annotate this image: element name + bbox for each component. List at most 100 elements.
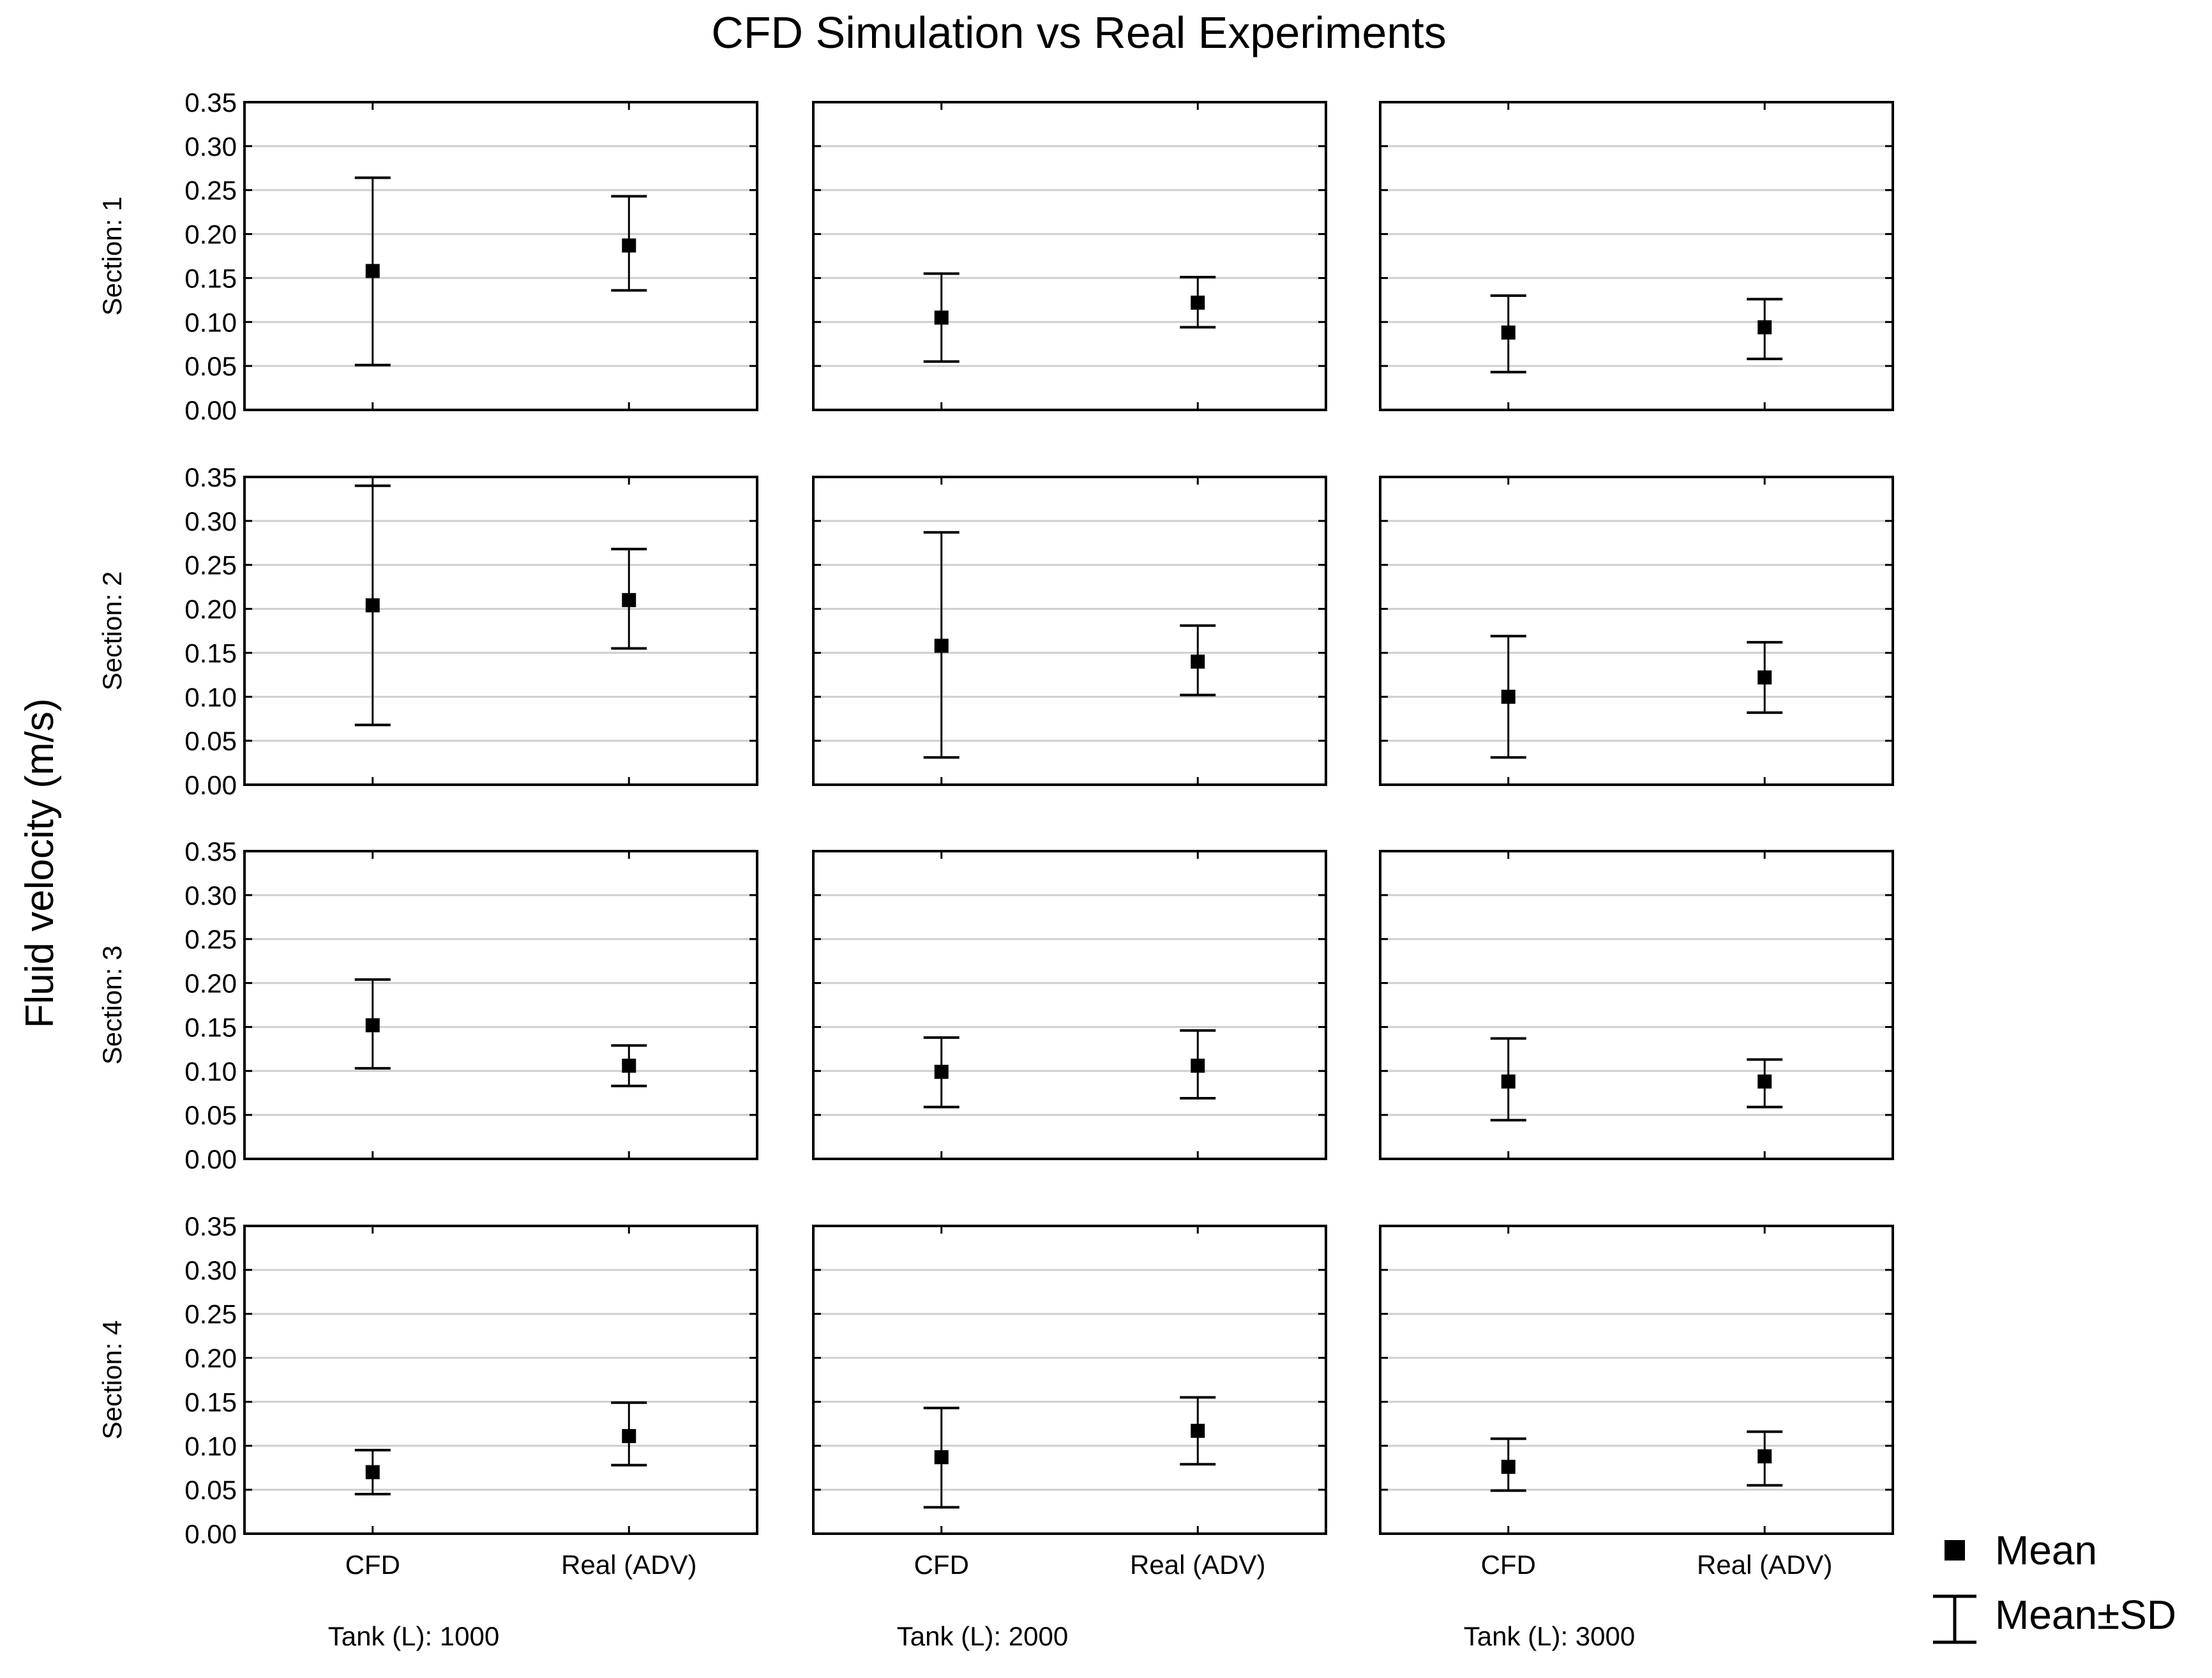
mean-marker xyxy=(622,593,636,607)
legend-mean-marker xyxy=(1945,1540,1965,1561)
panel-r1-c2 xyxy=(812,101,1327,411)
mean-marker xyxy=(1191,654,1205,669)
panel-frame xyxy=(1379,101,1894,411)
panel-frame xyxy=(243,476,758,786)
chart-title: CFD Simulation vs Real Experiments xyxy=(711,8,1446,57)
y-tick-label: 0.05 xyxy=(184,1100,237,1130)
legend: Mean Mean±SD xyxy=(1933,1527,2176,1644)
panel-r4-c2: CFD Real (ADV) Tank (L): 2000 xyxy=(812,1225,1327,1651)
mean-marker xyxy=(622,1059,636,1073)
y-tick-label: 0.15 xyxy=(184,1387,237,1417)
y-tick-label: 0.10 xyxy=(184,307,237,337)
panel-r4-c3: CFD Real (ADV) Tank (L): 3000 xyxy=(1379,1225,1894,1651)
y-tick-label: 0.30 xyxy=(184,1255,237,1285)
mean-marker xyxy=(1757,1074,1772,1089)
panel-frame xyxy=(243,101,758,411)
panel-r1-c1: 0.00 0.05 0.10 0.15 0.20 0.25 0.30 0.35 Section:… xyxy=(97,87,758,425)
y-tick-label: 0.15 xyxy=(184,638,237,668)
x-tick-label: Real (ADV) xyxy=(1130,1550,1265,1580)
panel-r1-c3 xyxy=(1379,101,1894,411)
y-tick-label: 0.15 xyxy=(184,263,237,293)
y-tick-label: 0.05 xyxy=(184,1475,237,1505)
column-label: Tank (L): 2000 xyxy=(897,1621,1069,1651)
panel-r3-c2 xyxy=(812,850,1327,1160)
mean-marker xyxy=(1501,1074,1516,1089)
panel-frame xyxy=(812,1225,1327,1535)
row-label: Section: 3 xyxy=(97,946,127,1065)
x-tick-label: CFD xyxy=(345,1550,400,1580)
y-tick-label: 0.25 xyxy=(184,176,237,206)
x-tick-label: Real (ADV) xyxy=(561,1550,696,1580)
y-tick-label: 0.35 xyxy=(184,836,237,866)
panel-frame xyxy=(1379,476,1894,786)
y-tick-label: 0.00 xyxy=(184,395,237,425)
panel-r4-c1: 0.00 0.05 0.10 0.15 0.20 0.25 0.30 0.35 Section:… xyxy=(97,1211,758,1651)
y-tick-label: 0.15 xyxy=(184,1012,237,1042)
mean-marker xyxy=(1501,690,1516,704)
mean-marker xyxy=(1191,1423,1205,1438)
y-tick-label: 0.10 xyxy=(184,682,237,712)
panel-frame xyxy=(812,476,1327,786)
x-tick-label: CFD xyxy=(1481,1550,1536,1580)
panel-frame xyxy=(243,850,758,1160)
panel-frame xyxy=(243,1225,758,1535)
panel-frame xyxy=(812,850,1327,1160)
mean-marker xyxy=(934,1064,949,1079)
panel-r2-c2 xyxy=(812,476,1327,786)
y-tick-label: 0.10 xyxy=(184,1056,237,1086)
y-tick-label: 0.10 xyxy=(184,1431,237,1461)
y-axis-label: Fluid velocity (m/s) xyxy=(18,699,62,1029)
mean-marker xyxy=(622,1429,636,1444)
y-tick-label: 0.30 xyxy=(184,506,237,536)
x-tick-label: CFD xyxy=(914,1550,969,1580)
mean-marker xyxy=(365,1465,380,1479)
x-tick-label: Real (ADV) xyxy=(1697,1550,1832,1580)
mean-marker xyxy=(934,1450,949,1465)
mean-marker xyxy=(1191,295,1205,310)
mean-marker xyxy=(365,264,380,278)
y-tick-label: 0.20 xyxy=(184,220,237,250)
mean-marker xyxy=(934,639,949,653)
mean-marker xyxy=(1757,1449,1772,1463)
column-label: Tank (L): 1000 xyxy=(328,1621,500,1651)
mean-marker xyxy=(365,1018,380,1032)
panel-frame xyxy=(812,101,1327,411)
mean-marker xyxy=(1757,320,1772,335)
mean-marker xyxy=(365,598,380,613)
row-label: Section: 1 xyxy=(97,197,127,316)
legend-sd-marker xyxy=(1933,1594,1976,1644)
mean-marker xyxy=(1501,325,1516,340)
row-label: Section: 2 xyxy=(97,571,127,691)
column-label: Tank (L): 3000 xyxy=(1464,1621,1636,1651)
panel-frame xyxy=(1379,850,1894,1160)
row-label: Section: 4 xyxy=(97,1320,127,1440)
y-tick-label: 0.30 xyxy=(184,132,237,162)
y-tick-label: 0.20 xyxy=(184,969,237,999)
y-tick-label: 0.05 xyxy=(184,726,237,756)
y-tick-label: 0.35 xyxy=(184,462,237,492)
y-tick-label: 0.30 xyxy=(184,881,237,911)
panel-r3-c3 xyxy=(1379,850,1894,1160)
y-tick-label: 0.35 xyxy=(184,1211,237,1241)
panel-r2-c3 xyxy=(1379,476,1894,786)
y-tick-label: 0.25 xyxy=(184,1299,237,1329)
y-tick-label: 0.00 xyxy=(184,1144,237,1174)
y-tick-label: 0.25 xyxy=(184,925,237,955)
y-tick-label: 0.25 xyxy=(184,550,237,580)
mean-marker xyxy=(934,310,949,325)
mean-marker xyxy=(1757,670,1772,684)
mean-marker xyxy=(1191,1059,1205,1073)
y-tick-label: 0.35 xyxy=(184,87,237,117)
mean-marker xyxy=(1501,1460,1516,1474)
panel-frame xyxy=(1379,1225,1894,1535)
y-tick-label: 0.05 xyxy=(184,351,237,381)
panels-layer: 0.00 0.05 0.10 0.15 0.20 0.25 0.30 0.35 Section:… xyxy=(97,87,1894,1651)
y-tick-label: 0.20 xyxy=(184,1343,237,1373)
legend-sd-label: Mean±SD xyxy=(1995,1592,2176,1638)
legend-mean-label: Mean xyxy=(1995,1527,2097,1573)
panel-r2-c1: 0.00 0.05 0.10 0.15 0.20 0.25 0.30 0.35 Section:… xyxy=(97,462,758,800)
y-tick-label: 0.20 xyxy=(184,594,237,624)
y-tick-label: 0.00 xyxy=(184,1519,237,1549)
